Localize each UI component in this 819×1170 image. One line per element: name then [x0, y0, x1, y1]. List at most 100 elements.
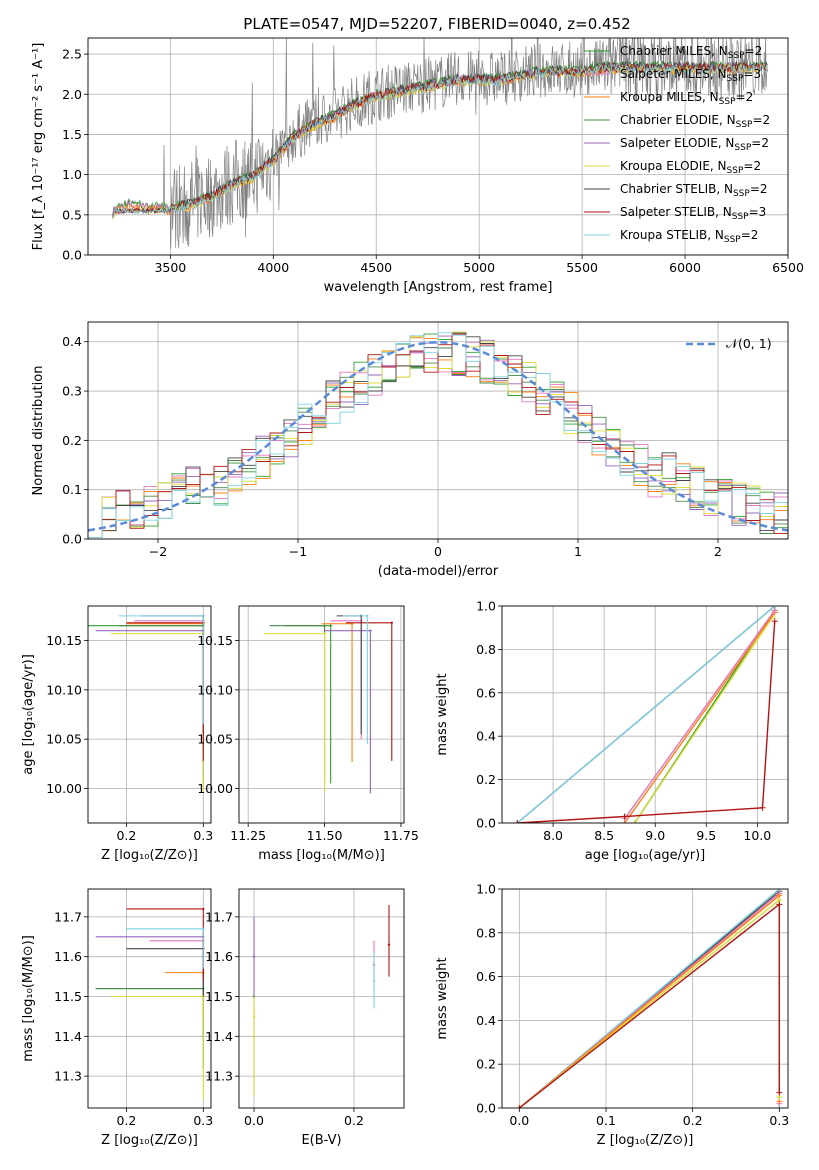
- data-point: [372, 979, 376, 982]
- y-axis-label: mass weight: [435, 957, 450, 1039]
- mass-weight-line: [516, 606, 776, 823]
- y-tick-label: 11.3: [205, 1069, 233, 1084]
- y-axis-label: mass [log₁₀(M/M⊙)]: [21, 935, 36, 1062]
- plot-area-spectrum: [88, 38, 788, 255]
- mass-weight-marker: [776, 1089, 783, 1096]
- legend-nssp: =2: [743, 159, 761, 173]
- legend-label: Kroupa ELODIE, NSSP=2: [620, 159, 761, 176]
- mass-weight-marker: [621, 813, 628, 820]
- y-tick-label: 11.7: [205, 909, 233, 924]
- y-tick-label: 11.7: [54, 909, 82, 924]
- legend-label: Salpeter MILES, NSSP=3: [620, 67, 761, 84]
- axes-frame: [238, 605, 405, 824]
- legend-nssp: =2: [741, 228, 759, 242]
- y-tick-label: 1.0: [62, 167, 82, 182]
- legend-nssp: =3: [743, 67, 761, 81]
- legend-nssp: =2: [736, 90, 754, 104]
- residual-histogram-line: [88, 333, 788, 539]
- y-tick-label: 0.2: [62, 433, 82, 448]
- legend-nssp: =2: [750, 182, 768, 196]
- mass-weight-line: [518, 902, 780, 1108]
- legend-subscript: SSP: [727, 74, 744, 84]
- panel-age_vs_mass: 11.25 11.50 11.75 10.00 10.05 10.10 10.15 mass …: [197, 605, 419, 863]
- axes-frame: [87, 888, 212, 1109]
- mass-weight-marker: [771, 618, 778, 625]
- x-tick-label: 9.0: [645, 828, 665, 843]
- y-tick-label: 11.4: [54, 1029, 82, 1044]
- plot-area-age_vs_Z: [88, 606, 211, 823]
- x-tick-label: 6000: [669, 260, 701, 275]
- legend-subscript: SSP: [728, 51, 745, 61]
- plot-area-mass_vs_ebv: [239, 889, 404, 1108]
- legend-label: Chabrier MILES, NSSP=2: [620, 44, 762, 61]
- x-tick-label: 1: [574, 544, 582, 559]
- y-tick-label: 0.6: [476, 969, 496, 984]
- axes-frame: [501, 605, 789, 824]
- y-tick-label: 11.5: [205, 989, 233, 1004]
- y-tick-label: 11.3: [54, 1069, 82, 1084]
- x-axis-label: mass [log₁₀(M/M⊙)]: [258, 848, 385, 863]
- panel-spectrum: 3500 4000 4500 5000 5500 6000 6500 0.0 0.5 1.0 1.5…: [31, 37, 804, 295]
- legend-nssp: =2: [751, 136, 769, 150]
- mass-weight-line: [624, 612, 776, 823]
- y-tick-label: 0.0: [62, 532, 82, 547]
- legend-nssp: =2: [752, 113, 770, 127]
- plot-area-residuals: [88, 322, 788, 539]
- x-tick-label: 0.2: [116, 828, 136, 843]
- legend-nssp: =2: [745, 44, 763, 58]
- y-tick-label: 11.5: [54, 989, 82, 1004]
- legend-subscript: SSP: [733, 189, 750, 199]
- plot-area-massweight_vs_Z: [502, 889, 788, 1108]
- y-tick-label: 0.0: [476, 1101, 496, 1116]
- legend-subscript: SSP: [734, 143, 751, 153]
- x-tick-label: 10.0: [743, 828, 771, 843]
- x-tick-label: 3500: [154, 260, 186, 275]
- x-axis-label: Z [log₁₀(Z/Z⊙)]: [597, 1133, 694, 1148]
- legend-label: Chabrier STELIB, NSSP=2: [620, 182, 768, 199]
- panel-massweight_vs_Z: 0.0 0.1 0.2 0.3 0.0 0.2 0.4 0.6 0.8 1.0 Z [log₁₀(Z…: [435, 882, 789, 1149]
- y-tick-label: 0.8: [476, 925, 496, 940]
- plot-area-massweight_vs_age: [502, 606, 788, 823]
- x-tick-label: 5500: [566, 260, 598, 275]
- y-tick-label: 10.05: [197, 732, 233, 747]
- legend-subscript: SSP: [724, 235, 741, 245]
- x-axis-label: (data-model)/error: [378, 564, 499, 579]
- y-tick-label: 2.0: [62, 87, 82, 102]
- y-tick-label: 10.15: [197, 633, 233, 648]
- x-tick-label: 8.5: [594, 828, 614, 843]
- legend-nssp: =3: [749, 205, 767, 219]
- axes-frame: [87, 605, 212, 824]
- x-axis-label: Z [log₁₀(Z/Z⊙)]: [101, 848, 198, 863]
- y-tick-label: 10.05: [46, 732, 82, 747]
- data-point: [323, 632, 326, 635]
- x-tick-label: −2: [149, 544, 167, 559]
- legend-subscript: SSP: [727, 166, 744, 176]
- y-tick-label: 0.0: [476, 816, 496, 831]
- data-point: [252, 1015, 256, 1018]
- x-tick-label: 5000: [463, 260, 495, 275]
- y-tick-label: 1.0: [476, 599, 496, 614]
- panel-residuals: −2 −1 0 1 2 0.0 0.1 0.2 0.3 0.4 (data-model)/error…: [31, 321, 789, 579]
- y-tick-label: 10.00: [197, 781, 233, 796]
- figure-title: PLATE=0547, MJD=52207, FIBERID=0040, z=0…: [243, 15, 630, 33]
- x-tick-label: 4000: [257, 260, 289, 275]
- y-tick-label: 2.5: [62, 47, 82, 62]
- x-tick-label: 0.3: [769, 1113, 789, 1128]
- model-spectrum-line: [112, 63, 768, 219]
- y-tick-label: 0.1: [62, 482, 82, 497]
- x-tick-label: 11.75: [383, 828, 419, 843]
- y-tick-label: 10.15: [46, 633, 82, 648]
- x-axis-label: Z [log₁₀(Z/Z⊙)]: [101, 1133, 198, 1148]
- y-tick-label: 0.2: [476, 1057, 496, 1072]
- observed-spectrum-line: [112, 38, 768, 249]
- y-tick-label: 10.00: [46, 781, 82, 796]
- legend-subscript: SSP: [732, 212, 749, 222]
- axes-frame: [87, 321, 789, 540]
- x-tick-label: 0.2: [683, 1113, 703, 1128]
- mass-weight-marker: [759, 804, 766, 811]
- y-tick-label: 11.6: [205, 949, 233, 964]
- mass-weight-marker: [514, 820, 521, 823]
- y-tick-label: 0.0: [62, 248, 82, 263]
- y-tick-label: 0.8: [476, 642, 496, 657]
- x-tick-label: 0.0: [244, 1113, 264, 1128]
